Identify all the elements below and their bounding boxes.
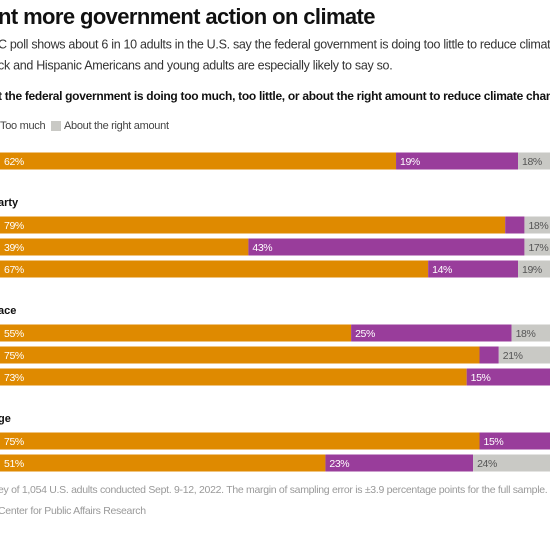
value-label: 19%	[400, 156, 420, 168]
value-label: 43%	[252, 242, 272, 254]
value-label: 73%	[4, 372, 24, 384]
bar-segment	[248, 238, 525, 256]
value-label: 39%	[4, 242, 24, 254]
value-label: 23%	[329, 458, 349, 470]
value-label: 21%	[503, 350, 523, 362]
value-label: 17%	[528, 242, 548, 254]
bar-segment	[505, 216, 525, 234]
value-label: 67%	[4, 264, 24, 276]
subtitle: C poll shows about 6 in 10 adults in the…	[0, 37, 550, 51]
value-label: 18%	[528, 220, 548, 232]
bar-segment	[518, 152, 550, 170]
bar-segment	[518, 260, 550, 278]
bar-segment	[479, 346, 499, 364]
bar-segment	[0, 238, 249, 256]
bar-segment	[0, 216, 506, 234]
bar-segment	[498, 346, 550, 364]
bar-segment	[0, 324, 352, 342]
group-label: arty	[0, 197, 19, 209]
bar-segment	[0, 454, 326, 472]
legend-swatch	[51, 121, 61, 131]
group-label: ge	[0, 413, 11, 425]
value-label: 15%	[484, 436, 504, 448]
bar-segment	[511, 324, 550, 342]
value-label: 51%	[4, 458, 24, 470]
value-label: 18%	[522, 156, 542, 168]
bar-segment	[466, 368, 550, 386]
value-label: 75%	[4, 350, 24, 362]
bar-segment	[0, 346, 480, 364]
source: Center for Public Affairs Research	[0, 505, 146, 517]
value-label: 24%	[477, 458, 497, 470]
bar-segment	[524, 238, 550, 256]
value-label: 19%	[522, 264, 542, 276]
group-label: ace	[0, 305, 16, 317]
question: t the federal government is doing too mu…	[0, 89, 550, 103]
value-label: 25%	[355, 328, 375, 340]
value-label: 79%	[4, 220, 24, 232]
bar-segment	[524, 216, 550, 234]
bar-segment	[0, 432, 480, 450]
bar-segment	[473, 454, 550, 472]
bar-segment	[325, 454, 474, 472]
bar-segment	[0, 152, 397, 170]
bar-segment	[479, 432, 550, 450]
value-label: 18%	[516, 328, 536, 340]
value-label: 55%	[4, 328, 24, 340]
value-label: 62%	[4, 156, 24, 168]
subtitle: ck and Hispanic Americans and young adul…	[0, 58, 392, 72]
value-label: 75%	[4, 436, 24, 448]
value-label: 15%	[471, 372, 491, 384]
bar-segment	[428, 260, 519, 278]
chart-title: nt more government action on climate	[0, 4, 375, 29]
bar-segment	[351, 324, 512, 342]
footnote: ey of 1,054 U.S. adults conducted Sept. …	[0, 484, 547, 496]
bar-segment	[0, 260, 429, 278]
legend-label: About the right amount	[64, 120, 169, 132]
legend-label: Too much	[0, 120, 45, 132]
bar-segment	[0, 368, 467, 386]
value-label: 14%	[432, 264, 452, 276]
bar-segment	[396, 152, 519, 170]
